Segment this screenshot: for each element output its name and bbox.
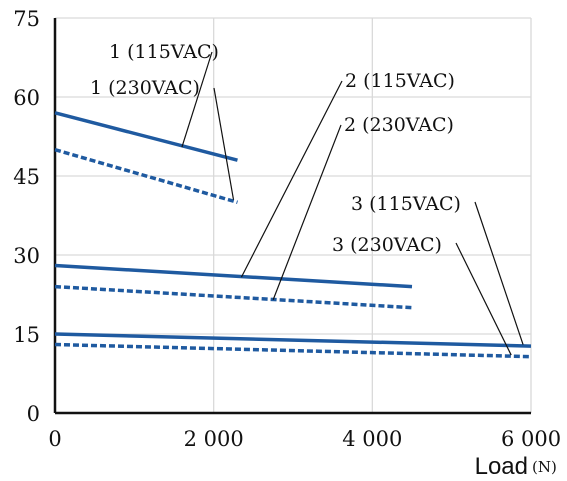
y-tick-label: 60: [13, 86, 40, 110]
series-label-6: 3 (230VAC): [332, 234, 442, 256]
series-label-3: 2 (115VAC): [345, 70, 455, 92]
y-tick-label: 15: [13, 323, 40, 347]
tick-labels: 0 2 000 4 000 6 000 0 15 30 45 60 75: [13, 7, 561, 451]
series-line-1: [54, 111, 238, 162]
axes: [53, 18, 531, 415]
series-label-leader-2: [213, 87, 235, 200]
series: [54, 111, 532, 359]
series-line-6: [54, 342, 532, 359]
series-label-leader-3: [240, 80, 343, 278]
series-line-4: [54, 284, 413, 310]
x-tick-label: 2 000: [184, 427, 244, 451]
series-line-5: [54, 332, 532, 348]
y-tick-label: 30: [13, 244, 40, 268]
x-tick-label: 4 000: [342, 427, 402, 451]
series-line-3: [54, 263, 413, 289]
x-tick-label: 0: [48, 427, 61, 451]
y-tick-label: 75: [13, 7, 40, 31]
y-tick-label: 0: [27, 402, 40, 426]
series-label-leader-5: [474, 201, 524, 345]
series-label-4: 2 (230VAC): [344, 114, 454, 136]
series-label-leader-4: [272, 124, 342, 300]
series-line-2: [54, 147, 238, 205]
series-label-leader-1: [181, 51, 213, 148]
series-labels: 1 (115VAC) 1 (230VAC) 2 (115VAC) 2 (230VAC)…: [90, 41, 524, 356]
y-tick-label: 45: [13, 165, 40, 189]
series-label-5: 3 (115VAC): [351, 193, 461, 215]
x-tick-label: 6 000: [501, 427, 561, 451]
series-label-2: 1 (230VAC): [90, 77, 200, 99]
series-label-1: 1 (115VAC): [109, 41, 219, 63]
x-axis-title: Load: [475, 453, 528, 480]
series-label-leader-6: [455, 242, 512, 356]
x-axis-unit: (N): [532, 458, 557, 476]
